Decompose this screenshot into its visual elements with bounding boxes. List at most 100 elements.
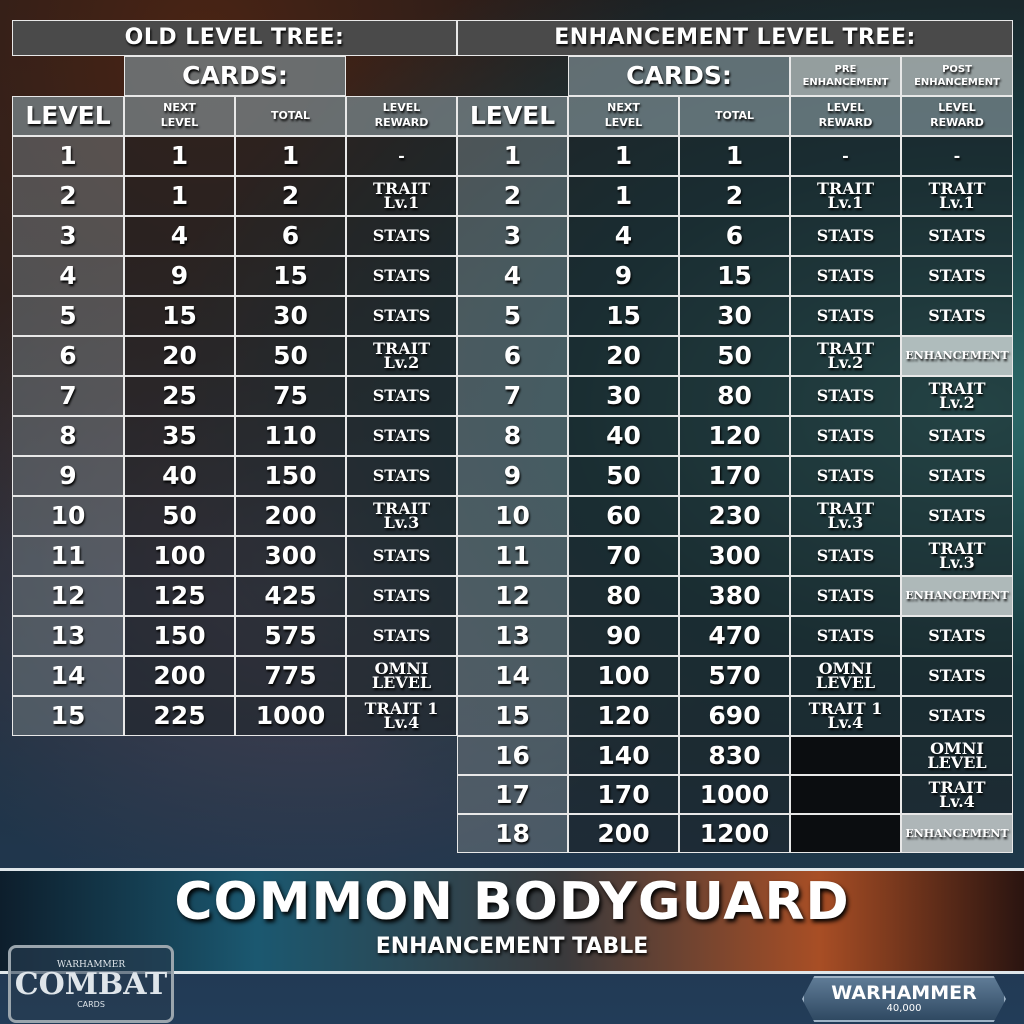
old-next-level-cell: 20 xyxy=(124,336,235,376)
new-next-level-cell: 200 xyxy=(568,814,679,853)
new-next-level-cell: 70 xyxy=(568,536,679,576)
old-level-reward-cell: STATS xyxy=(346,616,457,656)
new-level-cell: 18 xyxy=(457,814,568,853)
new-next-level-cell: 1 xyxy=(568,176,679,216)
logo-text: COMBAT xyxy=(14,966,168,1002)
new-level-reward-cell: STATS xyxy=(901,696,1013,736)
old-total-cell: 75 xyxy=(235,376,346,416)
enhancement-level-tree-title: ENHANCEMENT LEVEL TREE: xyxy=(457,20,1013,56)
old-col-header-level-reward: LEVEL REWARD xyxy=(346,96,457,136)
new-level-reward-cell: STATS xyxy=(901,216,1013,256)
new-level-reward-cell: TRAIT Lv.4 xyxy=(901,775,1013,814)
old-total-cell: 6 xyxy=(235,216,346,256)
old-level-cell: 7 xyxy=(12,376,124,416)
old-level-reward-cell: - xyxy=(346,136,457,176)
old-next-level-cell: 4 xyxy=(124,216,235,256)
old-level-reward-cell: TRAIT Lv.1 xyxy=(346,176,457,216)
new-level-cell: 5 xyxy=(457,296,568,336)
new-total-cell: 6 xyxy=(679,216,790,256)
new-level-reward-cell: TRAIT 1 Lv.4 xyxy=(790,696,901,736)
old-level-reward-cell: TRAIT Lv.3 xyxy=(346,496,457,536)
new-total-cell: 380 xyxy=(679,576,790,616)
page-subtitle: ENHANCEMENT TABLE xyxy=(375,934,649,959)
old-level-reward-cell: TRAIT Lv.2 xyxy=(346,336,457,376)
new-level-reward-cell: STATS xyxy=(790,296,901,336)
old-level-cell: 15 xyxy=(12,696,124,736)
old-next-level-cell: 40 xyxy=(124,456,235,496)
old-level-reward-cell: STATS xyxy=(346,216,457,256)
new-level-cell: 8 xyxy=(457,416,568,456)
new-level-reward-cell: STATS xyxy=(790,256,901,296)
old-cards-header: CARDS: xyxy=(124,56,346,96)
old-level-cell: 3 xyxy=(12,216,124,256)
new-level-cell: 4 xyxy=(457,256,568,296)
old-total-cell: 775 xyxy=(235,656,346,696)
old-level-cell: 14 xyxy=(12,656,124,696)
post-enhancement-header: POST ENHANCEMENT xyxy=(901,56,1013,96)
new-level-cell: 17 xyxy=(457,775,568,814)
new-level-cell: 6 xyxy=(457,336,568,376)
old-level-reward-cell: TRAIT 1 Lv.4 xyxy=(346,696,457,736)
new-level-reward-cell: STATS xyxy=(901,256,1013,296)
new-level-reward-cell: ENHANCEMENT xyxy=(901,814,1013,853)
new-level-reward-cell: STATS xyxy=(790,416,901,456)
old-level-reward-cell: STATS xyxy=(346,536,457,576)
old-next-level-cell: 15 xyxy=(124,296,235,336)
old-total-cell: 575 xyxy=(235,616,346,656)
old-col-header-next-level: NEXT LEVEL xyxy=(124,96,235,136)
new-level-reward-cell: STATS xyxy=(790,616,901,656)
old-level-cell: 13 xyxy=(12,616,124,656)
new-level-reward-cell: TRAIT Lv.3 xyxy=(790,496,901,536)
old-total-cell: 110 xyxy=(235,416,346,456)
new-level-reward-cell: OMNI LEVEL xyxy=(790,656,901,696)
old-total-cell: 1000 xyxy=(235,696,346,736)
new-level-reward-cell: STATS xyxy=(901,416,1013,456)
logo-text: 40,000 xyxy=(886,1003,922,1014)
new-level-cell: 11 xyxy=(457,536,568,576)
old-level-reward-cell: STATS xyxy=(346,376,457,416)
old-next-level-cell: 35 xyxy=(124,416,235,456)
new-level-reward-cell: TRAIT Lv.3 xyxy=(901,536,1013,576)
new-cards-header: CARDS: xyxy=(568,56,790,96)
old-level-cell: 8 xyxy=(12,416,124,456)
new-next-level-cell: 80 xyxy=(568,576,679,616)
old-next-level-cell: 125 xyxy=(124,576,235,616)
old-level-cell: 12 xyxy=(12,576,124,616)
new-next-level-cell: 15 xyxy=(568,296,679,336)
new-total-cell: 830 xyxy=(679,736,790,775)
new-next-level-cell: 40 xyxy=(568,416,679,456)
new-next-level-cell: 120 xyxy=(568,696,679,736)
new-level-reward-cell: STATS xyxy=(790,576,901,616)
new-next-level-cell: 60 xyxy=(568,496,679,536)
new-level-cell: 10 xyxy=(457,496,568,536)
old-next-level-cell: 25 xyxy=(124,376,235,416)
old-level-reward-cell: STATS xyxy=(346,256,457,296)
new-next-level-cell: 170 xyxy=(568,775,679,814)
new-level-cell: 2 xyxy=(457,176,568,216)
new-next-level-cell: 50 xyxy=(568,456,679,496)
old-total-cell: 50 xyxy=(235,336,346,376)
old-level-cell: 6 xyxy=(12,336,124,376)
warhammer-40k-logo: WARHAMMER 40,000 xyxy=(802,976,1006,1022)
new-level-reward-cell: OMNI LEVEL xyxy=(901,736,1013,775)
new-level-reward-cell: STATS xyxy=(901,456,1013,496)
new-next-level-cell: 30 xyxy=(568,376,679,416)
new-level-cell: 14 xyxy=(457,656,568,696)
new-col-header-total: TOTAL xyxy=(679,96,790,136)
new-level-cell: 7 xyxy=(457,376,568,416)
new-level-reward-cell: STATS xyxy=(901,656,1013,696)
new-level-reward-cell: TRAIT Lv.1 xyxy=(901,176,1013,216)
new-level-reward-cell: STATS xyxy=(901,616,1013,656)
logo-text: CARDS xyxy=(77,999,105,1009)
old-next-level-cell: 9 xyxy=(124,256,235,296)
new-level-reward-cell: STATS xyxy=(790,216,901,256)
new-total-cell: 2 xyxy=(679,176,790,216)
new-total-cell: 30 xyxy=(679,296,790,336)
new-level-reward-cell xyxy=(790,814,901,853)
old-level-cell: 2 xyxy=(12,176,124,216)
old-level-reward-cell: STATS xyxy=(346,456,457,496)
new-total-cell: 50 xyxy=(679,336,790,376)
old-total-cell: 300 xyxy=(235,536,346,576)
new-next-level-cell: 1 xyxy=(568,136,679,176)
new-level-reward-cell: - xyxy=(790,136,901,176)
